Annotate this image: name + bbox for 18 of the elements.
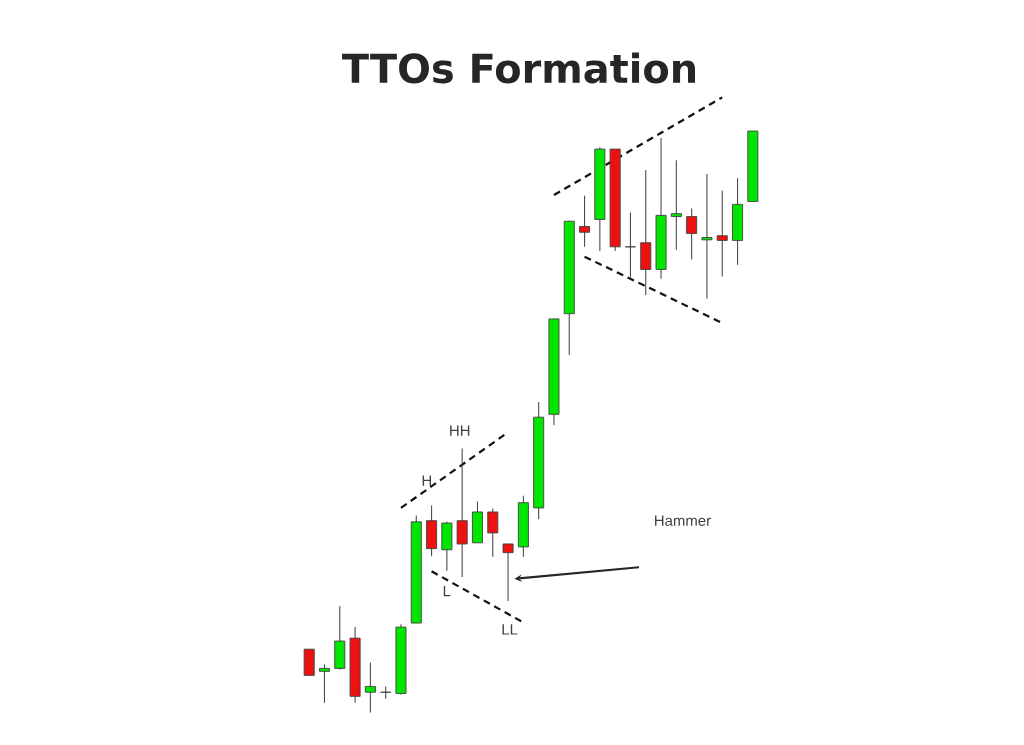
candlestick [364,662,376,714]
candlestick [701,173,713,300]
candlestick [487,507,499,558]
candlestick [502,543,514,602]
candlestick [318,663,330,704]
candlestick [686,207,698,261]
candlestick [670,159,682,251]
annotation: L [443,585,451,597]
candlestick [624,211,636,279]
annotation: LL [502,624,518,635]
candlestick [380,685,392,700]
annotation: H [422,475,431,486]
chart-title: TTOs Formation [342,52,696,84]
annotation: HH [450,425,470,436]
candlestick [456,448,468,578]
annotation: Hammer [655,515,711,526]
candlestick [716,189,728,278]
candlestick [579,195,591,248]
